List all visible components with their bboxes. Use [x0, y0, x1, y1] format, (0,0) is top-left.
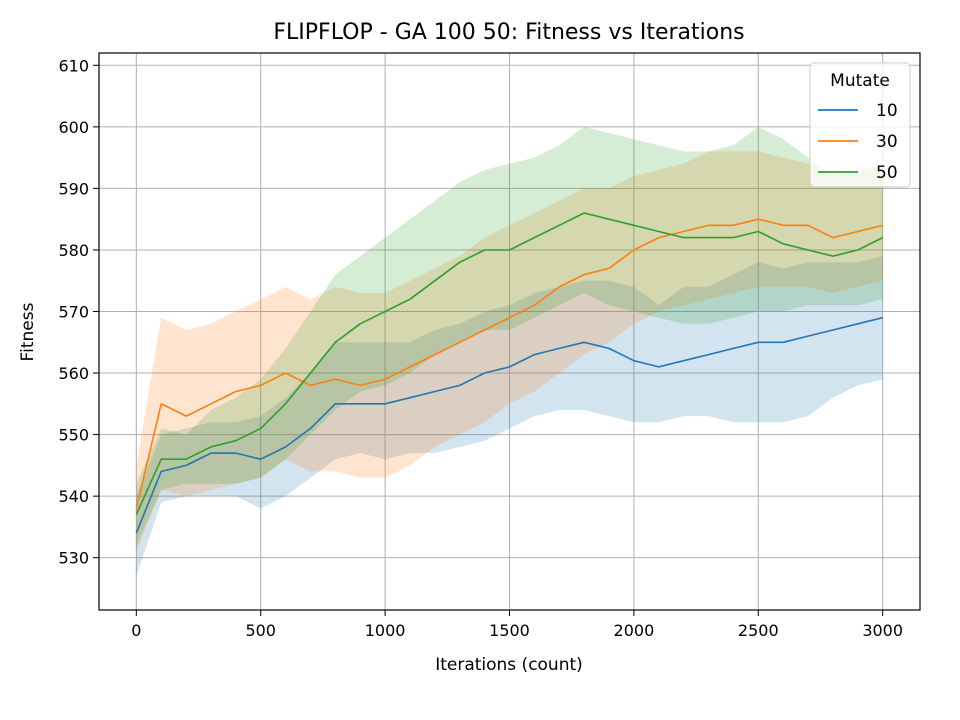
- x-tick-label: 1500: [489, 621, 530, 640]
- legend-label-30: 30: [876, 132, 898, 152]
- series-line-10: [135, 316, 883, 534]
- x-axis-label: Iterations (count): [435, 655, 583, 675]
- legend-entries: 10 30 50: [818, 101, 898, 183]
- y-tick-label: 580: [58, 241, 89, 260]
- confidence-band-10: [136, 256, 883, 577]
- x-axis: 0 500 1000 1500 2000 2500 3000: [131, 610, 903, 640]
- legend-title: Mutate: [830, 71, 890, 91]
- grid: [99, 53, 920, 610]
- y-tick-label: 600: [58, 118, 89, 137]
- x-tick-label: 2000: [614, 621, 655, 640]
- series-lines: [135, 212, 884, 534]
- legend: Mutate 10 30 50: [809, 62, 911, 188]
- x-tick-label: 2500: [738, 621, 779, 640]
- y-tick-label: 610: [58, 56, 89, 75]
- legend-box: [809, 62, 911, 188]
- x-tick-label: 500: [245, 621, 276, 640]
- y-tick-label: 560: [58, 364, 89, 383]
- confidence-band-50: [136, 126, 883, 546]
- y-tick-label: 570: [58, 302, 89, 321]
- y-axis-label: Fitness: [18, 302, 38, 361]
- y-tick-label: 530: [58, 549, 89, 568]
- y-tick-label: 590: [58, 179, 89, 198]
- x-tick-label: 3000: [862, 621, 903, 640]
- chart-title: FLIPFLOP - GA 100 50: Fitness vs Iterati…: [273, 20, 744, 45]
- x-tick-label: 0: [131, 621, 141, 640]
- legend-label-50: 50: [876, 163, 898, 183]
- y-axis: 530 540 550 560 570 580 590 600 610: [58, 56, 99, 568]
- series-line-50: [135, 212, 884, 515]
- x-tick-label: 1000: [365, 621, 406, 640]
- confidence-band-30: [136, 151, 883, 552]
- y-tick-label: 540: [58, 487, 89, 506]
- legend-label-10: 10: [876, 101, 898, 121]
- y-tick-label: 550: [58, 426, 89, 445]
- series-line-30: [135, 218, 883, 509]
- confidence-bands: [136, 126, 883, 577]
